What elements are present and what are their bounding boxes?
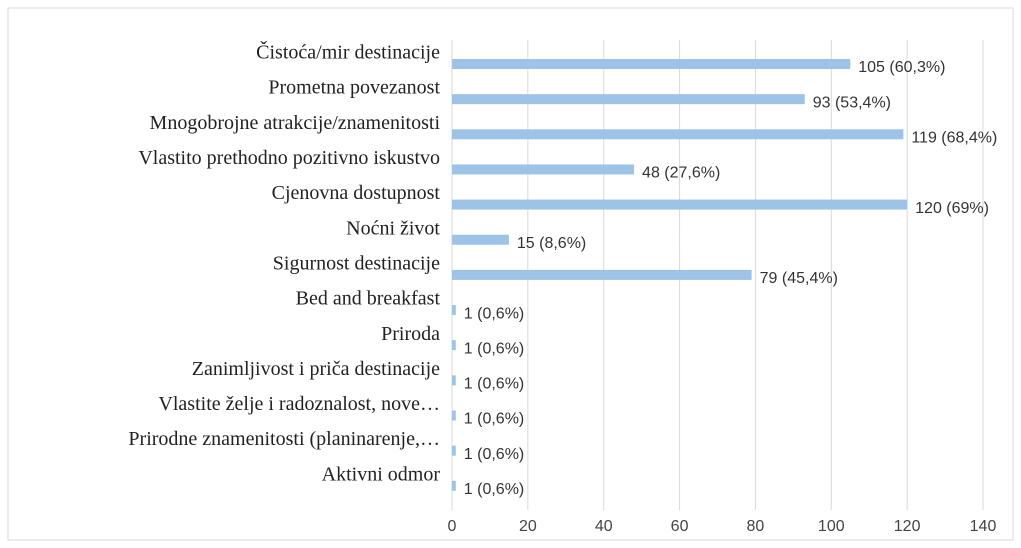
category-label: Cjenovna dostupnost (272, 182, 441, 204)
x-tick-label: 100 (818, 518, 845, 535)
bar (452, 445, 456, 456)
category-label: Zanimljivost i priča destinacije (192, 358, 440, 380)
category-label: Bed and breakfast (296, 288, 441, 310)
bar (452, 234, 509, 245)
value-label: 93 (53,4%) (813, 94, 891, 111)
x-tick-label: 40 (595, 518, 613, 535)
category-label: Prometna povezanost (268, 77, 440, 99)
category-label: Sigurnost destinacije (273, 252, 440, 274)
x-tick-label: 0 (448, 518, 457, 535)
bar (452, 305, 456, 316)
x-tick-label: 80 (747, 518, 765, 535)
category-label: Vlastito prethodno pozitivno iskustvo (138, 147, 440, 169)
value-label: 1 (0,6%) (464, 376, 524, 393)
bar (452, 129, 904, 140)
category-label: Mnogobrojne atrakcije/znamenitosti (150, 112, 441, 134)
x-tick-label: 20 (519, 518, 537, 535)
value-label: 1 (0,6%) (464, 481, 524, 498)
bar (452, 269, 752, 280)
bar (452, 199, 908, 210)
bar (452, 340, 456, 351)
value-label: 120 (69%) (915, 200, 989, 217)
value-label: 1 (0,6%) (464, 340, 524, 357)
value-label: 119 (68,4%) (911, 130, 997, 147)
bar (452, 59, 851, 69)
category-label: Priroda (381, 323, 440, 345)
bar (452, 164, 635, 175)
value-label: 1 (0,6%) (464, 305, 524, 322)
category-label: Prirodne znamenitosti (planinarenje,… (128, 428, 440, 450)
x-tick-label: 120 (894, 518, 921, 535)
x-tick-label: 140 (970, 518, 997, 535)
value-label: 15 (8,6%) (517, 235, 586, 252)
category-label: Noćni život (346, 217, 440, 239)
bar (452, 375, 456, 386)
value-label: 1 (0,6%) (464, 411, 524, 428)
x-tick-label: 60 (671, 518, 689, 535)
category-label: Aktivni odmor (322, 463, 441, 485)
value-label: 48 (27,6%) (642, 165, 720, 182)
category-label: Čistoća/mir destinacije (256, 40, 440, 64)
bar (452, 94, 805, 105)
value-label: 79 (45,4%) (760, 270, 838, 287)
value-label: 105 (60,3%) (858, 59, 945, 76)
bar (452, 410, 456, 421)
category-label: Vlastite želje i radoznalost, nove… (158, 393, 440, 415)
bar (452, 480, 456, 491)
value-label: 1 (0,6%) (464, 446, 524, 463)
